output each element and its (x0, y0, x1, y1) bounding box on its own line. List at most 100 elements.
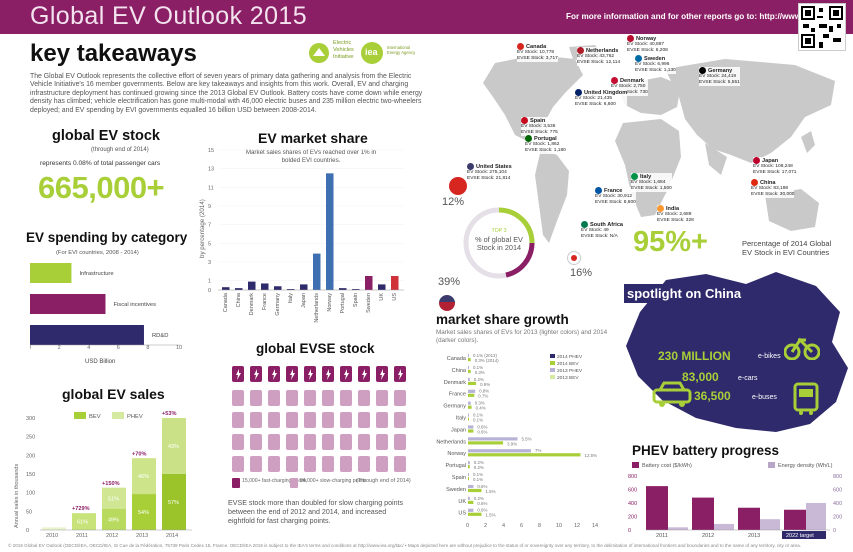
growth-legend-0: 2014 PHEV (557, 354, 583, 360)
growth-legend-swatch-3 (550, 375, 555, 379)
ms-country-4: Germany (275, 293, 281, 316)
ms-ytick-5: 9 (208, 204, 211, 210)
ev-sales-ytick-6: 300 (26, 416, 35, 422)
ecar-icon (652, 381, 692, 407)
iea-logo: iea International Energy Agency (360, 41, 420, 65)
slow-charger-icon-1-6 (340, 412, 352, 428)
ev-sales-ytick-1: 50 (26, 509, 32, 515)
flag-icon (753, 157, 760, 164)
ev-sales-bev-pct-4: 57% (168, 500, 179, 506)
flag-icon (635, 55, 642, 62)
growth-bar-2014-3 (468, 393, 475, 397)
spending-tick-2: 4 (87, 345, 90, 349)
qr-code-icon[interactable] (798, 3, 846, 51)
flag-icon (575, 89, 582, 96)
ms-bar-4 (274, 286, 282, 290)
growth-bar-2014-9 (468, 465, 470, 469)
growth-country-4: Germany (443, 404, 466, 410)
ecars-label: e-cars (738, 375, 758, 382)
country-name: India (666, 205, 680, 212)
ebikes-label: e-bikes (758, 353, 781, 360)
growth-xtick-3: 6 (520, 523, 523, 529)
phev-year-1: 2012 (702, 533, 714, 539)
growth-label-2013-2: 0.2% (474, 377, 484, 382)
growth-bar-2013-12 (468, 496, 470, 500)
phev-density-bar-3 (806, 503, 826, 530)
fast-charger-bolt-0 (236, 369, 241, 380)
ev-sales-legend-phev-swatch (112, 412, 124, 419)
flag-icon (657, 205, 664, 212)
growth-label-2013-10: 0.1% (473, 472, 483, 477)
phev-chart-svg: Battery cost ($/kWh) Energy density (Wh/L… (628, 462, 842, 539)
market-share-chart: by percentage (2014) 0 1 3 5 7 9 11 13 15 Canada Ch… (196, 140, 412, 340)
growth-legend-swatch-1 (550, 361, 555, 365)
ms-ylabel: by percentage (2014) (199, 199, 206, 258)
country-evse-stock: EVSE Stock: 1,130 (635, 67, 676, 73)
ev-sales-bar-1 (72, 513, 96, 530)
report-link[interactable]: For more information and for other repor… (566, 12, 844, 21)
country-evse-stock: EVSE Stock: 1,180 (525, 147, 566, 153)
ev-sales-phev-pct-3: 46% (138, 474, 149, 480)
country-evse-stock: EVSE Stock: 8,600 (595, 199, 636, 205)
growth-bar-2013-13 (468, 508, 474, 512)
country-pin: United States EV Stock: 275,104 EVSE Stock… (467, 163, 512, 182)
ms-country-1: China (236, 292, 242, 307)
phev-cost-bar-1 (692, 497, 714, 530)
ms-ytick-7: 13 (208, 167, 214, 173)
country-evse-stock: EVSE Stock: 5,551 (699, 79, 740, 85)
country-evse-stock: EVSE Stock: 328 (657, 217, 694, 223)
ring-label: TOP 3 (491, 228, 507, 234)
country-pin: Portugal EV Stock: 1,862 EVSE Stock: 1,180 (525, 135, 566, 154)
growth-label-2014-0: 0.3% (2014) (475, 358, 499, 363)
phev-cost-bar-0 (646, 486, 668, 530)
country-ev-stock: EV Stock: 43,762 (577, 54, 615, 60)
slow-charger-icon-0-2 (268, 390, 280, 406)
country-pin: United Kingdom EV Stock: 21,435 EVSE Stock… (575, 89, 628, 108)
growth-label-2014-2: 0.9% (480, 382, 490, 387)
flag-icon (631, 173, 638, 180)
growth-country-3: France (449, 392, 466, 398)
country-pin: Spain EV Stock: 3,536 EVSE Stock: 775 (521, 117, 558, 136)
fast-charger-bolt-4 (308, 369, 313, 380)
ev-sales-ytick-4: 200 (26, 453, 35, 459)
ev-stock-value: 665,000+ (38, 170, 165, 205)
market-share-sub: Market sales shares of EVs reached over … (245, 149, 377, 164)
growth-bar-2014-11 (468, 488, 482, 493)
fast-charger-bolt-3 (290, 369, 295, 380)
phev-cost-bar-2 (738, 507, 760, 530)
growth-label-2013-3: 0.8% (479, 389, 489, 394)
phev-ytick-r-0: 0 (833, 528, 836, 534)
ms-bar-11 (365, 276, 373, 290)
slow-charger-icon-3-9 (394, 456, 406, 472)
growth-country-5: Italy (456, 416, 466, 422)
growth-bar-2014-8 (468, 453, 581, 457)
ev-sales-legend-phev: PHEV (127, 414, 143, 420)
growth-country-0: Canada (447, 356, 467, 362)
ms-ytick-1: 1 (208, 279, 211, 285)
growth-legend-3: 2013 BEV (557, 375, 579, 381)
slow-charger-icon-0-7 (358, 390, 370, 406)
growth-bar-2014-0 (468, 358, 471, 362)
ev-sales-bar-top-3 (132, 458, 156, 495)
ms-country-10: Spain (353, 293, 359, 307)
growth-bar-2013-7 (468, 437, 518, 441)
evse-title: global EVSE stock (256, 341, 375, 356)
spending-tick-4: 8 (146, 345, 149, 349)
growth-country-10: Spain (452, 475, 466, 481)
country-ev-stock: EV Stock: 1,684 (631, 180, 666, 186)
phev-target-box (782, 531, 826, 539)
growth-label-2014-10: 0.1% (473, 477, 483, 482)
growth-bar-2013-5 (468, 413, 469, 417)
flag-icon (581, 221, 588, 228)
ev-sales-chart: Annual sales in thousands 0 50 100 150 200 250… (4, 410, 194, 539)
country-ev-stock: EV Stock: 24,419 (699, 74, 737, 80)
ms-bar-8 (326, 173, 334, 290)
evse-text: EVSE stock more than doubled for slow ch… (228, 499, 404, 525)
phev-density-bar-0 (668, 527, 688, 530)
ev-sales-ylabel: Annual sales in thousands (14, 464, 20, 528)
ms-bar-7 (313, 253, 321, 290)
big-pct-text: Percentage of 2014 Global EV Stock in EV… (742, 239, 832, 257)
ms-bar-6 (300, 284, 308, 290)
flag-icon (611, 77, 618, 84)
